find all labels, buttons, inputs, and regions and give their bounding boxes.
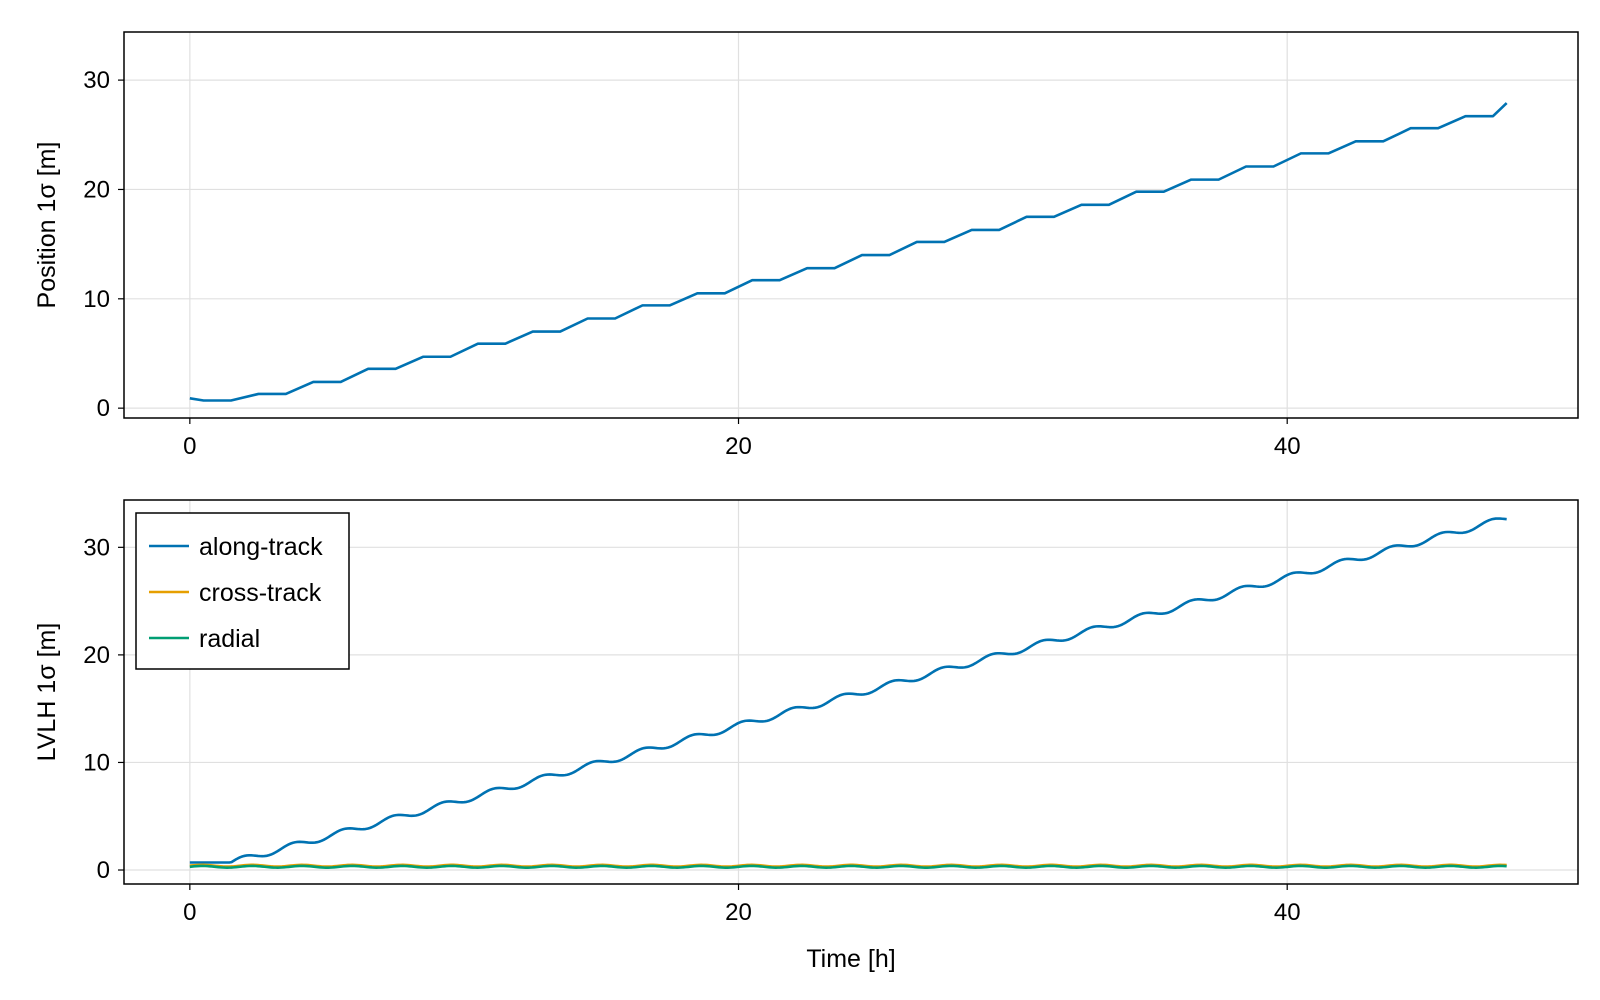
position-y-tick-label: 10: [83, 286, 110, 313]
legend-label-cross-track: cross-track: [199, 579, 322, 607]
position-grid: [124, 32, 1578, 418]
position-x-tick-label: 40: [1274, 433, 1301, 460]
lvlh-y-tick-label: 10: [83, 749, 110, 776]
x-axis-label: Time [h]: [806, 945, 895, 973]
lvlh-x-tick-label: 20: [725, 899, 752, 926]
position-x-tick-label: 0: [183, 433, 196, 460]
lvlh-y-tick-label: 30: [83, 534, 110, 561]
position-y-axis-label: Position 1σ [m]: [33, 142, 61, 309]
lvlh-plot-area: [189, 517, 1507, 869]
lvlh-y-axis-label: LVLH 1σ [m]: [33, 623, 61, 762]
position-y-tick-label: 20: [83, 176, 110, 203]
legend-label-along-track: along-track: [199, 533, 323, 561]
lvlh-grid: [124, 500, 1578, 884]
position-ticks: 0 20 40 0 10 20 30: [83, 67, 1300, 460]
lvlh-x-tick-label: 40: [1274, 899, 1301, 926]
legend: along-track cross-track radial: [135, 512, 350, 670]
lvlh-y-tick-label: 20: [83, 642, 110, 669]
legend-label-radial: radial: [199, 625, 260, 653]
position-line-series-0: [189, 102, 1508, 402]
position-x-tick-label: 20: [725, 433, 752, 460]
position-axes-frame: [123, 31, 1579, 419]
lvlh-panel: 0 20 40 0 10 20 30 LVLH 1σ [m] Time [h] along-…: [33, 499, 1579, 973]
position-y-tick-label: 0: [97, 395, 110, 422]
lvlh-x-tick-label: 0: [183, 899, 196, 926]
lvlh-y-tick-label: 0: [97, 857, 110, 884]
lvlh-line-along-track: [189, 517, 1507, 864]
lvlh-ticks: 0 20 40 0 10 20 30: [83, 534, 1300, 926]
position-plot-area: [189, 102, 1508, 402]
lvlh-line-radial: [189, 864, 1507, 869]
position-panel: 0 20 40 0 10 20 30 Position 1σ [m]: [33, 31, 1579, 460]
position-y-tick-label: 30: [83, 67, 110, 94]
lvlh-axes-frame: [123, 499, 1579, 885]
